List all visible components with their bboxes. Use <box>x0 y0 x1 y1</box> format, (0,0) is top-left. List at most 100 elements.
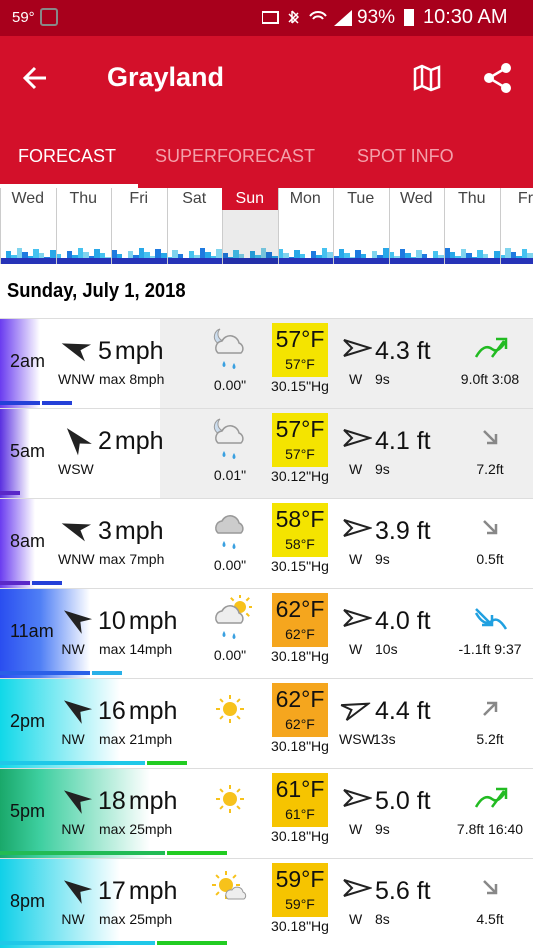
share-button[interactable] <box>482 62 514 94</box>
temperature: 61°F <box>275 776 325 802</box>
weather-icon-graphic <box>213 328 244 369</box>
time: 11am <box>10 621 54 641</box>
tide: 9.0ft 3:08 <box>460 371 520 387</box>
temperature-box: 58°F 58°F <box>272 503 328 557</box>
wind-speed-unit: mph <box>114 427 164 455</box>
tide: 0.5ft <box>476 551 504 567</box>
strip-bar <box>355 250 361 264</box>
time: 8pm <box>10 891 46 911</box>
gust-bar <box>147 761 187 765</box>
weather-icon <box>210 325 252 376</box>
strip-bar <box>310 251 317 264</box>
back-button[interactable] <box>22 64 50 92</box>
wind-speed: 10 mph <box>98 607 177 636</box>
forecast-row[interactable]: 5am 2 mph WSW 0.01" 57°F 57°F 30.12"Hg 4.1 ft W 9s… <box>0 408 533 499</box>
swell-height: 4.4 ft <box>375 697 431 725</box>
feels-like: 57°F <box>285 446 315 462</box>
rain: 0.01" <box>213 467 247 483</box>
gust-bar <box>92 671 122 675</box>
day-label[interactable]: Wed <box>11 190 45 207</box>
day-label[interactable]: Mon <box>289 190 321 207</box>
forecast-row[interactable]: 8am 3 mph WNW max 7mph 0.00" 58°F 58°F 30.15"Hg 3… <box>0 498 533 589</box>
day-separator <box>333 188 334 264</box>
swell-height: 4.0 ft <box>375 607 431 635</box>
wind-speed-value: 2 <box>98 427 112 455</box>
swell-arrow <box>342 337 374 364</box>
pressure: 30.12"Hg <box>271 468 329 484</box>
swell-period: 9s <box>375 551 390 567</box>
wind-bar <box>0 941 155 945</box>
forecast-row[interactable]: 2am 5 mph WNW max 8mph 0.00" 57°F 57°F 30.15"Hg 4… <box>0 318 533 409</box>
day-label[interactable]: Wed <box>399 190 433 207</box>
wind-arrow <box>53 870 95 910</box>
wind-arrow <box>53 600 95 640</box>
wind-direction: NW <box>61 641 85 657</box>
strip-bar <box>493 251 500 264</box>
wind-arrow-graphic <box>63 610 93 634</box>
forecast-row[interactable]: 11am 10 mph NW max 14mph 0.00" 62°F 62°F 30.18"H… <box>0 588 533 679</box>
swell-period: 9s <box>375 461 390 477</box>
day-label[interactable]: Tue <box>347 190 375 207</box>
day-strip: Wed Thu Fri Sat Sun Mon Tue Wed Thu Fri <box>0 188 533 264</box>
temperature: 58°F <box>275 506 325 532</box>
day-label[interactable]: Thu <box>69 190 98 207</box>
day-separator <box>499 188 501 264</box>
tab[interactable]: SUPERFORECAST <box>155 146 316 166</box>
wind-gradient <box>0 589 160 679</box>
tab[interactable]: FORECAST <box>18 146 117 166</box>
wind-speed: 2 mph <box>98 427 164 456</box>
wind-arrow <box>53 420 94 462</box>
strip-bar <box>294 250 300 264</box>
swell-direction: W <box>349 551 363 567</box>
wind-gradient <box>0 499 160 589</box>
weather-icon <box>210 685 252 736</box>
time: 5am <box>10 441 46 461</box>
strip-bar <box>111 250 117 264</box>
map-button[interactable] <box>412 64 442 92</box>
strip-bar <box>233 250 239 264</box>
wind-speed: 17 mph <box>98 877 177 906</box>
strip-bar <box>155 249 161 264</box>
wind-speed-value: 5 <box>98 337 112 365</box>
tab[interactable]: SPOT INFO <box>357 146 454 166</box>
strip-bar <box>16 248 23 264</box>
wind-direction: NW <box>61 821 85 837</box>
tide-icon <box>474 695 508 728</box>
day-label[interactable]: Fri <box>517 190 533 207</box>
swell-arrow-graphic <box>343 789 374 807</box>
tide: 7.2ft <box>476 461 504 477</box>
clock: 10:30 AM <box>423 6 508 28</box>
temperature-box: 57°F 57°F <box>272 413 328 467</box>
strip-bar <box>432 251 439 264</box>
forecast-row[interactable]: 2pm 16 mph NW max 21mph 62°F 62°F 30.18"Hg 4.4 f… <box>0 678 533 769</box>
wind-max: max 7mph <box>99 551 165 567</box>
day-label[interactable]: Fri <box>129 190 149 207</box>
tide-icon-graphic <box>474 608 508 630</box>
forecast-row[interactable]: 5pm 18 mph NW max 25mph 61°F 61°F 30.18"Hg 5.0 f… <box>0 768 533 859</box>
swell-direction: WSW <box>339 731 375 747</box>
day-label[interactable]: Thu <box>457 190 486 207</box>
weather-icon <box>210 865 252 916</box>
swell-height: 4.1 ft <box>375 427 431 455</box>
pressure: 30.15"Hg <box>271 378 329 394</box>
tide: 7.8ft 16:40 <box>456 821 524 837</box>
swell-direction: W <box>349 371 363 387</box>
battery-level: 93% <box>357 7 396 28</box>
day-label[interactable]: Sat <box>182 190 207 207</box>
status-icons <box>262 10 352 26</box>
temperature: 62°F <box>275 686 325 712</box>
tide: 4.5ft <box>476 911 504 927</box>
battery-icon <box>404 9 414 26</box>
strip-bar <box>260 248 267 264</box>
strip-bar <box>416 250 422 264</box>
strip-bar <box>33 249 39 264</box>
wind-bar <box>0 491 20 495</box>
pressure: 30.18"Hg <box>271 738 329 754</box>
swell-direction: W <box>349 911 363 927</box>
tide-icon-graphic <box>483 430 498 445</box>
day-label[interactable]: Sun <box>222 188 278 210</box>
forecast-row[interactable]: 8pm 17 mph NW max 25mph 59°F 59°F 30.18"Hg 5.6 f… <box>0 858 533 948</box>
strip-bar <box>460 249 467 264</box>
spot-title: Grayland <box>107 62 225 92</box>
